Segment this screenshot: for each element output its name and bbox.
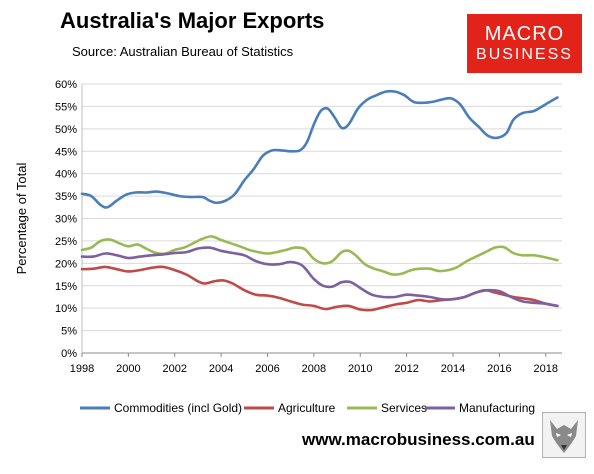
y-tick-label: 50% <box>55 124 77 136</box>
x-tick-label: 2018 <box>534 363 558 375</box>
y-tick-label: 5% <box>61 326 77 338</box>
x-tick-label: 2006 <box>255 363 279 375</box>
chart-legend: Commodities (incl Gold) Agriculture Servic… <box>80 401 535 415</box>
x-tick-label: 2000 <box>116 363 140 375</box>
x-tick-label: 2016 <box>487 363 511 375</box>
x-tick-label: 2012 <box>394 363 418 375</box>
chart-series <box>80 89 559 312</box>
y-axis-ticks: 0% 5% 10% 15% 20% 25% 30% 35% 40% 45% 50% 55% 60% <box>55 79 77 360</box>
y-tick-label: 30% <box>55 214 77 226</box>
y-tick-label: 10% <box>55 303 77 315</box>
series-line-3 <box>80 246 559 308</box>
y-tick-label: 15% <box>55 281 77 293</box>
y-tick-label: 60% <box>55 79 77 91</box>
series-line-1 <box>80 265 559 312</box>
legend-label: Manufacturing <box>459 401 535 415</box>
website-url: www.macrobusiness.com.au <box>302 430 535 449</box>
macrobusiness-logo: MACRO BUSINESS <box>467 14 582 73</box>
y-tick-label: 45% <box>55 146 77 158</box>
logo-line-1: MACRO <box>484 23 565 45</box>
y-axis-label: Percentage of Total <box>14 163 29 275</box>
y-tick-label: 20% <box>55 258 77 270</box>
y-tick-label: 55% <box>55 101 77 113</box>
x-tick-label: 2002 <box>163 363 187 375</box>
x-tick-label: 2004 <box>209 363 233 375</box>
x-tick-label: 2014 <box>441 363 465 375</box>
wolf-icon <box>542 412 586 458</box>
chart-title: Australia's Major Exports <box>60 8 325 33</box>
y-tick-label: 40% <box>55 169 77 181</box>
y-tick-label: 35% <box>55 191 77 203</box>
legend-label: Commodities (incl Gold) <box>114 401 242 415</box>
x-tick-label: 2008 <box>302 363 326 375</box>
x-axis-ticks: 1998 2000 2002 2004 2006 2008 2010 2012 2014 2016… <box>70 353 558 375</box>
logo-line-2: BUSINESS <box>476 46 573 63</box>
legend-label: Agriculture <box>278 401 336 415</box>
series-line-0 <box>80 89 559 209</box>
y-tick-label: 0% <box>61 348 77 360</box>
chart-source: Source: Australian Bureau of Statistics <box>72 44 294 59</box>
chart-gridlines <box>81 83 562 354</box>
x-tick-label: 2010 <box>348 363 372 375</box>
x-tick-label: 1998 <box>70 363 94 375</box>
y-tick-label: 25% <box>55 236 77 248</box>
legend-label: Services <box>381 401 427 415</box>
